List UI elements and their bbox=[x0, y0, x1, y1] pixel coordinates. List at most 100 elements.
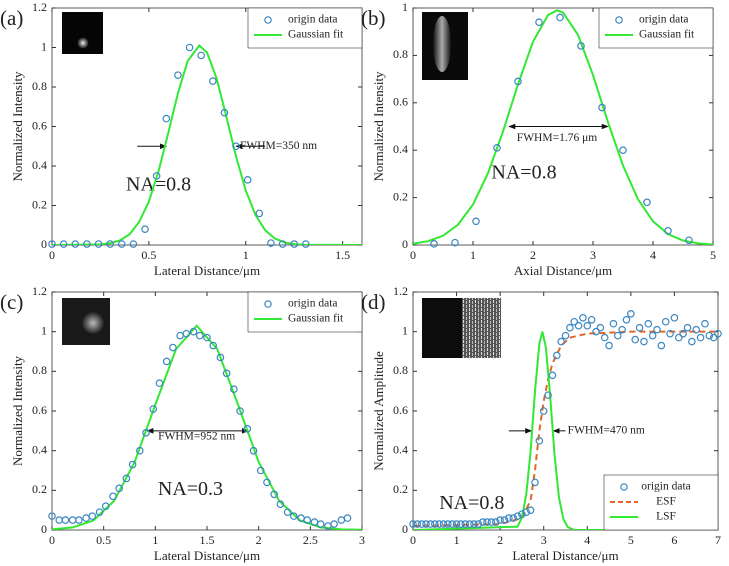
x-axis-label: Lateral Distance/μm bbox=[154, 263, 260, 278]
x-tick-label: 0 bbox=[49, 533, 55, 547]
data-point bbox=[209, 341, 218, 350]
data-point bbox=[587, 315, 596, 324]
y-tick-label: 0.4 bbox=[393, 442, 408, 456]
x-tick-label: 2 bbox=[256, 533, 262, 547]
data-point bbox=[409, 520, 417, 528]
x-tick-label: 5 bbox=[628, 533, 634, 547]
data-point bbox=[683, 323, 692, 332]
x-tick-label: 4 bbox=[584, 533, 590, 547]
data-point bbox=[115, 484, 123, 493]
data-point bbox=[496, 516, 504, 524]
fwhm-label: FWHM=350 nm bbox=[240, 140, 317, 152]
data-point bbox=[222, 369, 231, 378]
inset-b bbox=[422, 12, 468, 80]
x-tick-label: 3 bbox=[590, 248, 596, 262]
panel-label: (a) bbox=[0, 6, 23, 30]
data-point bbox=[518, 510, 526, 518]
data-point bbox=[561, 331, 570, 340]
data-point bbox=[452, 520, 461, 528]
data-point bbox=[169, 343, 177, 352]
fit-line bbox=[413, 9, 713, 245]
y-tick-label: 0.6 bbox=[32, 118, 47, 132]
data-point bbox=[696, 333, 705, 342]
y-tick-label: 0 bbox=[41, 522, 47, 536]
panel: 0 1 2 3 4 5 6 7 0 0.2 0.4 0.6 0.8 1 1.2 Lateral Distanc… bbox=[361, 284, 722, 563]
y-tick-label: 1.2 bbox=[393, 284, 408, 298]
data-point bbox=[579, 313, 587, 322]
data-point bbox=[413, 520, 422, 528]
data-point bbox=[220, 108, 229, 117]
y-tick-label: 0.2 bbox=[32, 482, 47, 496]
y-tick-label: 0.8 bbox=[393, 47, 408, 61]
data-point bbox=[600, 333, 609, 342]
x-tick-label: 6 bbox=[671, 533, 677, 547]
data-point bbox=[430, 520, 439, 528]
data-point bbox=[249, 446, 258, 455]
data-point bbox=[609, 319, 618, 328]
inset-d bbox=[422, 298, 501, 358]
data-point bbox=[692, 325, 701, 334]
x-tick-label: 1 bbox=[454, 533, 460, 547]
data-point bbox=[83, 240, 91, 248]
x-tick-label: 0.5 bbox=[141, 248, 156, 262]
data-point bbox=[500, 516, 509, 524]
data-point bbox=[505, 514, 513, 522]
data-point bbox=[48, 512, 56, 520]
fit-line bbox=[52, 44, 362, 245]
x-tick-label: 1.5 bbox=[335, 248, 350, 262]
x-axis-label: Lateral Distance/μm bbox=[154, 548, 260, 563]
legend-label: Gaussian fit bbox=[288, 313, 344, 325]
x-tick-label: 0 bbox=[410, 248, 416, 262]
y-tick-label: 0.8 bbox=[32, 363, 47, 377]
panel: 0 1 2 3 4 5 0 0.2 0.4 0.6 0.8 1 Axial Distance/μm Nor… bbox=[361, 0, 716, 278]
data-point bbox=[243, 176, 252, 184]
data-point bbox=[278, 240, 287, 248]
legend: origin data Gaussian fit bbox=[247, 7, 363, 49]
data-point bbox=[316, 520, 325, 528]
data-point bbox=[68, 516, 77, 524]
y-axis-label: Normalized Intensity bbox=[10, 71, 25, 182]
legend-box bbox=[598, 7, 714, 49]
data-point bbox=[509, 514, 518, 522]
data-point bbox=[483, 518, 491, 526]
x-axis-label: Lateral Distance/μm bbox=[512, 548, 618, 563]
data-point bbox=[283, 508, 292, 516]
data-point bbox=[451, 238, 459, 247]
data-point bbox=[59, 240, 68, 248]
x-tick-label: 5 bbox=[710, 248, 716, 262]
data-point bbox=[478, 518, 487, 526]
data-point bbox=[631, 335, 640, 344]
x-tick-label: 3 bbox=[541, 533, 547, 547]
y-tick-label: 0.8 bbox=[32, 79, 47, 93]
data-point bbox=[514, 77, 522, 86]
panel-label: (d) bbox=[361, 290, 386, 314]
data-point bbox=[189, 327, 198, 336]
data-point bbox=[635, 323, 644, 332]
y-tick-label: 0.4 bbox=[32, 158, 47, 172]
data-point bbox=[556, 13, 564, 22]
data-point bbox=[162, 114, 171, 123]
panel: 0 0.5 1 1.5 0 0.2 0.4 0.6 0.8 1 1.2 Lateral Distanc… bbox=[0, 0, 363, 278]
x-tick-label: 4 bbox=[650, 248, 656, 262]
data-point bbox=[648, 331, 657, 340]
data-point bbox=[653, 325, 661, 334]
x-tick-label: 2 bbox=[530, 248, 536, 262]
data-point bbox=[535, 436, 544, 445]
data-point bbox=[622, 315, 631, 324]
data-point bbox=[570, 317, 579, 326]
legend-label: origin data bbox=[639, 14, 689, 26]
y-tick-label: 1 bbox=[402, 0, 408, 14]
data-point bbox=[701, 319, 709, 328]
fwhm-label: FWHM=470 nm bbox=[568, 424, 645, 436]
y-tick-label: 1 bbox=[41, 323, 47, 337]
y-axis-label: Normalized Amplitude bbox=[371, 351, 386, 471]
data-point bbox=[470, 520, 478, 528]
y-tick-label: 0.2 bbox=[393, 189, 408, 203]
y-tick-label: 0.2 bbox=[393, 482, 408, 496]
data-point bbox=[461, 520, 470, 528]
legend: origin data ESF LSF bbox=[603, 474, 719, 531]
data-point bbox=[657, 341, 666, 350]
na-label: NA=0.8 bbox=[126, 173, 191, 195]
data-point bbox=[435, 520, 443, 528]
